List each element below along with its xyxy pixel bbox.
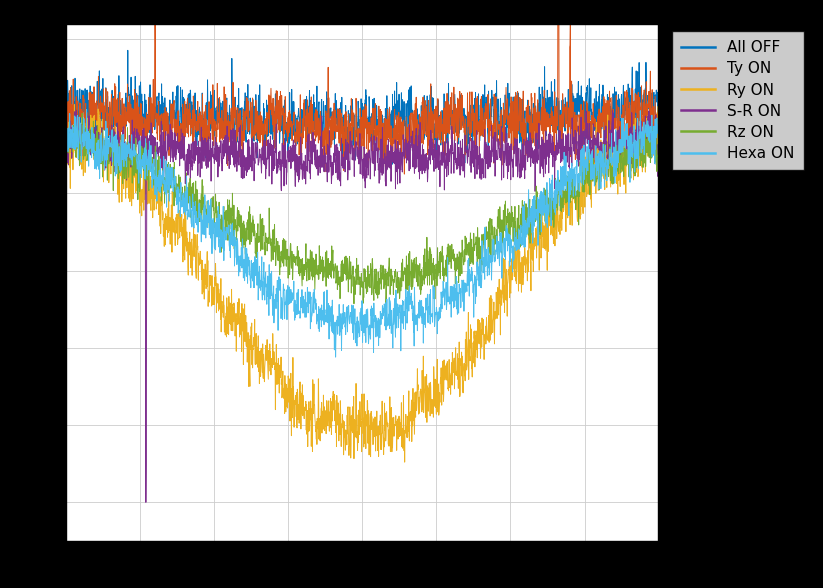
Rz ON [637,143,647,150]
Legend: All OFF, Ty ON, Ry ON, S-R ON, Rz ON, Hexa ON: All OFF, Ty ON, Ry ON, S-R ON, Rz ON, He… [672,31,803,170]
Hexa ON [334,322,344,329]
Ty ON [61,137,71,144]
Ry ON [637,122,647,129]
Hexa ON [331,353,341,360]
Ty ON [349,118,359,125]
Ry ON [91,133,101,140]
All OFF [653,113,663,120]
Ry ON [653,131,663,138]
All OFF [123,47,133,54]
Ry ON [636,163,646,171]
Ty ON [333,113,343,121]
All OFF [637,109,647,116]
Hexa ON [653,138,663,145]
Line: Ry ON: Ry ON [66,105,658,462]
All OFF [349,132,359,139]
Line: Hexa ON: Hexa ON [66,109,658,357]
All OFF [91,111,101,118]
Ty ON [653,106,663,113]
S-R ON [637,128,647,135]
Ry ON [400,459,410,466]
S-R ON [334,151,344,158]
All OFF [636,99,646,106]
Rz ON [528,201,538,208]
Hexa ON [91,166,101,173]
All OFF [61,96,71,103]
All OFF [333,106,343,113]
S-R ON [653,141,663,148]
Rz ON [91,143,101,150]
Rz ON [77,110,87,117]
Rz ON [653,129,663,136]
S-R ON [636,118,646,125]
Ry ON [69,101,79,108]
S-R ON [61,163,71,170]
Rz ON [333,275,343,282]
Line: All OFF: All OFF [66,51,658,167]
S-R ON [350,146,360,153]
S-R ON [91,149,101,156]
Line: Ty ON: Ty ON [66,0,658,174]
Line: Rz ON: Rz ON [66,113,658,304]
Ty ON [636,82,646,89]
Hexa ON [81,106,91,113]
Ty ON [637,105,647,112]
Hexa ON [61,150,71,157]
Ry ON [349,416,359,423]
Ry ON [528,229,538,236]
S-R ON [528,147,538,154]
Hexa ON [528,228,538,235]
Ry ON [333,403,343,410]
Rz ON [349,273,359,280]
Rz ON [636,139,646,146]
Hexa ON [637,143,647,151]
Rz ON [61,146,71,153]
Rz ON [381,300,391,308]
S-R ON [141,499,151,506]
Ty ON [91,108,101,115]
Ry ON [61,141,71,148]
All OFF [375,163,385,171]
Hexa ON [636,138,646,145]
Ty ON [528,139,537,146]
Ty ON [399,171,409,178]
All OFF [528,139,538,146]
S-R ON [72,106,81,113]
Line: S-R ON: S-R ON [66,110,658,502]
Hexa ON [350,320,360,328]
